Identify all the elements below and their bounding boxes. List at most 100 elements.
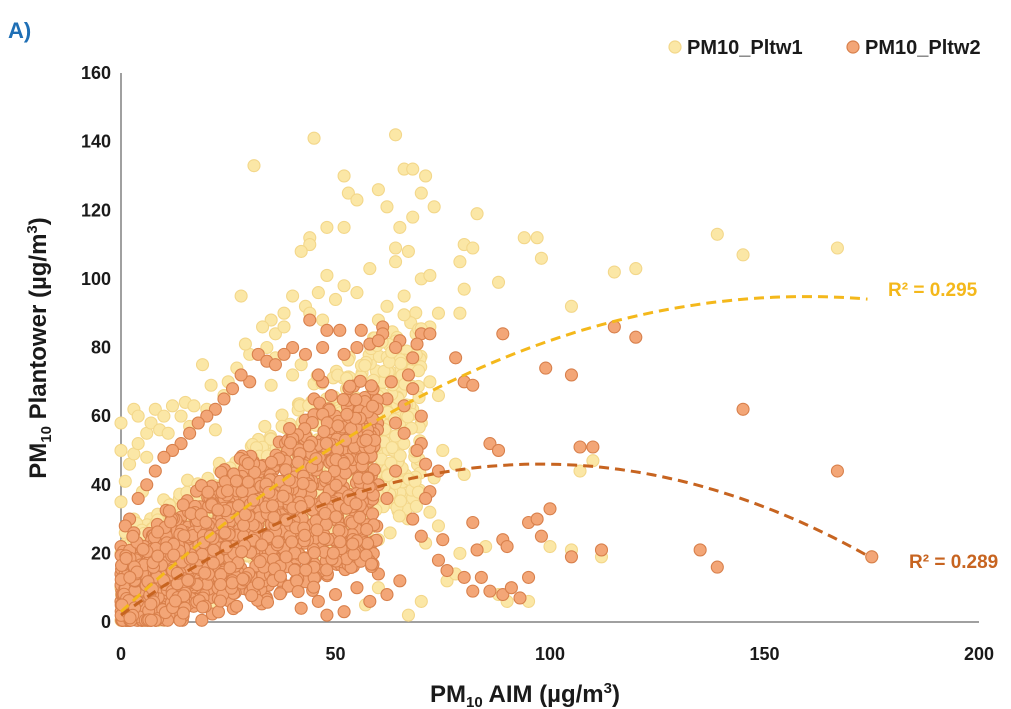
data-point <box>277 320 291 334</box>
data-point <box>440 563 454 578</box>
data-point <box>195 358 210 372</box>
data-point <box>298 347 313 361</box>
data-point <box>466 515 480 530</box>
data-point <box>384 375 398 389</box>
data-point <box>539 361 553 375</box>
legend-label-pltw1: PM10_Pltw1 <box>687 37 803 59</box>
data-point <box>283 436 298 450</box>
data-point <box>264 455 278 469</box>
data-point <box>286 340 300 355</box>
data-point <box>337 457 351 471</box>
data-point <box>218 526 232 540</box>
data-point <box>114 495 128 509</box>
data-point <box>710 560 724 574</box>
data-point <box>148 402 162 416</box>
data-point <box>285 535 299 549</box>
data-point <box>303 313 317 327</box>
data-point <box>136 542 150 556</box>
data-point <box>358 358 372 373</box>
data-point <box>397 426 411 440</box>
data-point <box>419 169 433 183</box>
data-point <box>521 570 536 584</box>
data-point <box>328 292 343 307</box>
data-point <box>401 410 415 424</box>
data-point <box>380 200 394 214</box>
data-point <box>401 608 415 622</box>
data-point <box>340 407 354 421</box>
data-point <box>380 299 394 313</box>
data-point <box>161 426 175 440</box>
data-point <box>286 289 300 303</box>
data-point <box>118 474 132 488</box>
data-point <box>343 379 357 393</box>
data-point <box>353 510 367 524</box>
data-point <box>144 597 158 611</box>
data-point <box>234 368 248 382</box>
data-point <box>268 358 282 372</box>
data-point <box>573 440 587 454</box>
data-point <box>431 388 446 403</box>
data-point <box>126 529 140 543</box>
data-point <box>253 555 267 569</box>
data-point <box>157 450 171 464</box>
data-point <box>140 478 154 492</box>
data-point <box>491 443 506 457</box>
data-point <box>251 347 265 361</box>
data-point <box>483 584 497 598</box>
data-point <box>307 580 321 594</box>
data-point <box>865 550 879 564</box>
data-point <box>151 525 165 539</box>
data-point <box>483 437 497 451</box>
data-point <box>201 485 215 499</box>
data-point <box>236 518 251 532</box>
data-point <box>534 529 548 543</box>
data-point <box>165 443 180 457</box>
data-point <box>453 546 467 560</box>
data-point <box>318 506 332 521</box>
data-point <box>365 507 380 521</box>
data-point <box>217 392 231 406</box>
data-point <box>264 313 278 327</box>
data-point <box>394 356 408 370</box>
data-point <box>234 289 248 303</box>
data-point <box>333 323 347 337</box>
data-point <box>311 286 325 300</box>
data-point <box>371 581 385 595</box>
data-point <box>168 594 182 608</box>
data-point <box>389 128 403 142</box>
data-point <box>364 379 378 393</box>
data-point <box>594 543 609 557</box>
data-point <box>736 402 750 416</box>
data-point <box>406 162 420 176</box>
data-point <box>406 210 420 224</box>
data-point <box>235 545 249 559</box>
data-point <box>341 186 355 200</box>
data-point <box>196 600 210 614</box>
data-point <box>176 606 190 620</box>
data-point <box>350 340 364 355</box>
data-point <box>123 570 137 584</box>
data-point <box>393 574 407 588</box>
data-point <box>530 512 544 526</box>
data-point <box>319 436 333 451</box>
data-point <box>260 595 275 609</box>
data-point <box>414 409 428 423</box>
data-point <box>380 587 394 602</box>
data-point <box>564 299 579 313</box>
data-point <box>200 409 214 423</box>
data-point <box>830 464 844 478</box>
data-point <box>406 382 420 396</box>
data-point <box>311 368 325 382</box>
data-point <box>247 159 261 173</box>
data-point <box>298 528 312 542</box>
data-point <box>229 474 243 488</box>
y-tick-label: 100 <box>81 269 111 289</box>
data-point <box>586 440 600 454</box>
data-point <box>320 220 334 234</box>
data-point <box>423 375 437 389</box>
data-point <box>607 265 621 279</box>
data-point <box>543 539 557 554</box>
data-point <box>131 409 145 423</box>
data-point <box>423 327 437 341</box>
